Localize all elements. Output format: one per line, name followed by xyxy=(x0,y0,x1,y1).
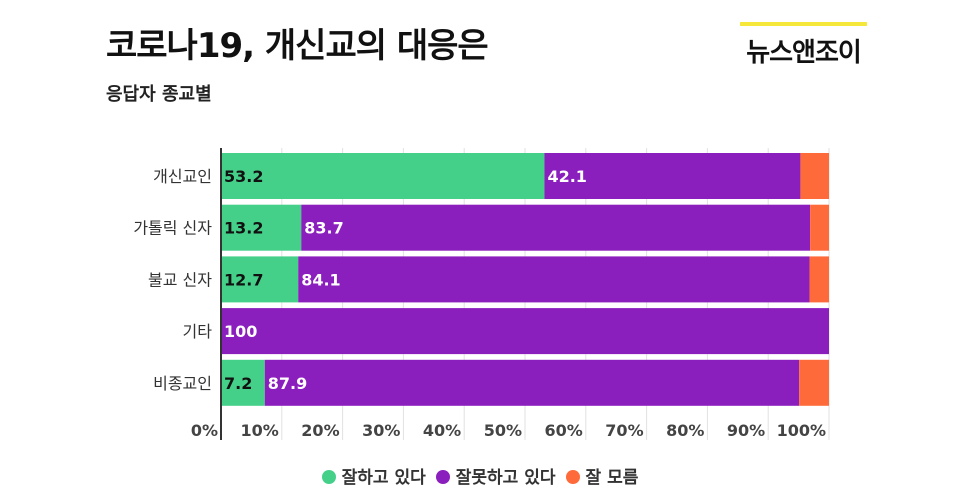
category-label: 불교 신자 xyxy=(148,270,212,289)
x-tick-label: 50% xyxy=(484,421,522,440)
bar-segment xyxy=(809,256,829,303)
chart-title: 코로나19, 개신교의 대응은 xyxy=(106,26,489,66)
bar-segment xyxy=(301,204,811,251)
bar-segment xyxy=(799,359,829,406)
data-label: 12.7 xyxy=(224,270,263,289)
bar-segment xyxy=(221,153,545,199)
legend-dot-icon xyxy=(565,470,580,484)
legend-dot-icon xyxy=(435,470,450,484)
legend-label: 잘못하고 있다 xyxy=(455,468,556,488)
bar-segment xyxy=(264,359,800,406)
legend-item: 잘 모름 xyxy=(565,468,639,488)
data-label: 100 xyxy=(224,322,257,341)
bar-segment xyxy=(810,204,829,251)
legend-dot-icon xyxy=(321,470,336,484)
bar-segment xyxy=(221,256,299,303)
category-label: 가톨릭 신자 xyxy=(133,219,212,238)
x-tick-label: 70% xyxy=(605,421,643,440)
legend-item: 잘하고 있다 xyxy=(321,468,426,488)
x-tick-label: 40% xyxy=(423,421,461,440)
bar-segment xyxy=(221,204,302,251)
x-tick-label: 60% xyxy=(545,421,583,440)
x-tick-label: 90% xyxy=(727,421,765,440)
x-tick-label: 80% xyxy=(666,421,704,440)
data-label: 83.7 xyxy=(304,219,343,238)
category-label: 개신교인 xyxy=(153,167,212,186)
bar-segment xyxy=(221,359,265,406)
bar-segment xyxy=(800,153,829,199)
category-label: 비종교인 xyxy=(153,374,212,393)
bar-segment xyxy=(221,308,829,355)
data-label: 13.2 xyxy=(224,219,263,238)
x-tick-label: 30% xyxy=(362,421,400,440)
data-label: 53.2 xyxy=(224,167,263,186)
legend-label: 잘하고 있다 xyxy=(341,468,426,488)
x-tick-label: 100% xyxy=(777,421,826,440)
bar-segment xyxy=(298,256,810,303)
legend-item: 잘못하고 있다 xyxy=(435,468,556,488)
legend: 잘하고 있다 잘못하고 있다 잘 모름 xyxy=(0,463,960,488)
category-label: 기타 xyxy=(183,322,213,341)
x-tick-label: 20% xyxy=(301,421,339,440)
bar-segment xyxy=(544,153,801,199)
legend-label: 잘 모름 xyxy=(585,468,639,488)
x-tick-label: 0% xyxy=(191,421,218,440)
data-label: 7.2 xyxy=(224,374,252,393)
data-label: 84.1 xyxy=(301,270,340,289)
logo: 뉴스앤조이 xyxy=(740,22,867,69)
data-label: 87.9 xyxy=(268,374,307,393)
data-label: 42.1 xyxy=(547,167,586,186)
x-tick-label: 10% xyxy=(241,421,279,440)
chart-subtitle: 응답자 종교별 xyxy=(106,84,212,105)
